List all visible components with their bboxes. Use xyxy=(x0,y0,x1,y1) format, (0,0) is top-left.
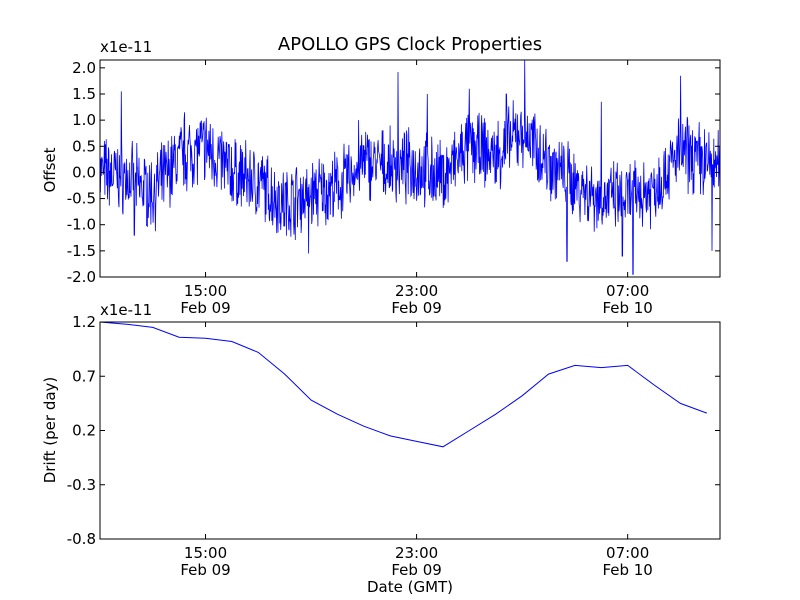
drift-multiplier: x1e-11 xyxy=(100,301,152,319)
offset-xtick-label-time: 07:00 xyxy=(606,282,649,300)
offset-xtick-label-date: Feb 10 xyxy=(602,299,652,317)
offset-ytick-label: -1.0 xyxy=(67,216,96,234)
drift-xtick-label-time: 07:00 xyxy=(606,544,649,562)
drift-xlabel: Date (GMT) xyxy=(367,578,453,596)
offset-ytick-label: -2.0 xyxy=(67,268,96,286)
offset-xtick-label-time: 23:00 xyxy=(395,282,438,300)
offset-ytick-label: 2.0 xyxy=(72,59,96,77)
drift-xtick-label-date: Feb 09 xyxy=(391,561,441,579)
offset-ytick-label: -0.5 xyxy=(67,190,96,208)
offset-multiplier: x1e-11 xyxy=(100,38,152,56)
drift-xtick-label-date: Feb 09 xyxy=(180,561,230,579)
drift-ylabel: Drift (per day) xyxy=(41,377,59,484)
offset-ytick-label: 0.0 xyxy=(72,163,96,181)
drift-panel: x1e-11 Drift (per day) -0.8 -0.3 0.2 0.7 1.2… xyxy=(41,301,721,596)
offset-ylabel: Offset xyxy=(41,147,59,192)
offset-series-line xyxy=(99,59,721,275)
offset-ytick-label: 1.0 xyxy=(72,111,96,129)
drift-series-line xyxy=(99,321,707,448)
offset-ytick-label: 0.5 xyxy=(72,137,96,155)
offset-ytick-label: -1.5 xyxy=(67,242,96,260)
drift-xtick-label-time: 15:00 xyxy=(184,544,227,562)
offset-xtick-label-date: Feb 09 xyxy=(391,299,441,317)
drift-ytick-label: 1.2 xyxy=(72,313,96,331)
offset-panel: x1e-11 Offset -2.0 -1.5 -1.0 -0.5 0.0 0.5 1.0 1… xyxy=(41,38,721,317)
offset-plot-frame xyxy=(99,59,721,278)
drift-ytick-label: 0.7 xyxy=(72,367,96,385)
drift-ytick-label: -0.3 xyxy=(67,476,96,494)
drift-xtick-label-date: Feb 10 xyxy=(602,561,652,579)
offset-xtick-label-date: Feb 09 xyxy=(180,299,230,317)
figure-title: APOLLO GPS Clock Properties xyxy=(278,34,542,55)
drift-ytick-label: -0.8 xyxy=(67,530,96,548)
offset-xtick-label-time: 15:00 xyxy=(184,282,227,300)
offset-ytick-label: 1.5 xyxy=(72,85,96,103)
drift-ytick-label: 0.2 xyxy=(72,422,96,440)
drift-xtick-label-time: 23:00 xyxy=(395,544,438,562)
drift-plot-frame xyxy=(99,321,721,540)
